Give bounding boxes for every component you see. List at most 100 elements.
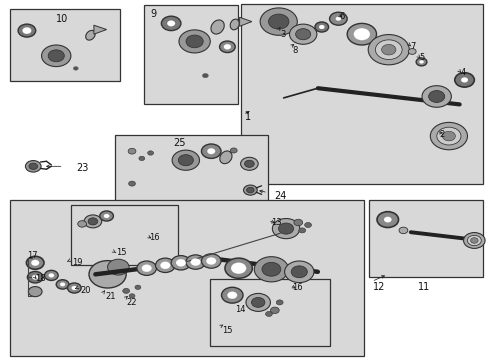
Text: 3: 3 <box>280 30 285 39</box>
Circle shape <box>207 148 215 154</box>
Circle shape <box>142 265 151 272</box>
Circle shape <box>227 292 237 299</box>
Circle shape <box>185 255 205 269</box>
Circle shape <box>84 215 102 228</box>
Circle shape <box>206 257 216 265</box>
Text: 18: 18 <box>35 274 45 283</box>
Text: 14: 14 <box>234 305 244 314</box>
Circle shape <box>71 286 77 290</box>
Circle shape <box>346 23 376 45</box>
Circle shape <box>272 219 299 239</box>
Text: 2: 2 <box>438 130 444 139</box>
Circle shape <box>29 163 38 170</box>
Bar <box>10 200 364 356</box>
Bar <box>241 4 482 184</box>
Circle shape <box>202 73 208 78</box>
Circle shape <box>407 49 415 54</box>
Circle shape <box>367 35 408 65</box>
Text: 6: 6 <box>339 12 345 21</box>
Circle shape <box>179 30 210 53</box>
Circle shape <box>240 157 258 170</box>
Circle shape <box>107 259 129 275</box>
Circle shape <box>421 86 450 107</box>
Circle shape <box>442 131 454 141</box>
Text: 11: 11 <box>417 282 429 292</box>
Bar <box>115 135 267 202</box>
Circle shape <box>219 41 235 53</box>
Circle shape <box>44 270 58 280</box>
Circle shape <box>32 275 38 279</box>
Circle shape <box>128 181 135 186</box>
Circle shape <box>224 44 230 49</box>
Circle shape <box>201 254 221 268</box>
Text: 20: 20 <box>81 286 91 295</box>
Circle shape <box>185 35 203 48</box>
Circle shape <box>262 262 280 276</box>
Circle shape <box>137 261 156 275</box>
Text: 1: 1 <box>244 112 250 122</box>
Circle shape <box>60 283 65 286</box>
Circle shape <box>147 151 153 155</box>
Text: 4: 4 <box>460 68 465 77</box>
Polygon shape <box>239 17 251 26</box>
Circle shape <box>246 187 254 193</box>
Text: 15: 15 <box>116 248 126 257</box>
Polygon shape <box>94 25 106 34</box>
Circle shape <box>293 219 302 226</box>
Text: 5: 5 <box>418 53 424 62</box>
Circle shape <box>398 227 407 234</box>
Circle shape <box>171 256 190 270</box>
Bar <box>210 279 329 346</box>
Circle shape <box>78 221 86 227</box>
Text: 15: 15 <box>222 326 232 335</box>
Text: 19: 19 <box>72 258 82 267</box>
Circle shape <box>139 156 144 161</box>
Ellipse shape <box>210 20 224 34</box>
Circle shape <box>201 144 221 158</box>
Text: 13: 13 <box>271 218 282 227</box>
Circle shape <box>27 271 43 283</box>
Circle shape <box>270 307 279 314</box>
Circle shape <box>22 27 31 34</box>
Circle shape <box>230 148 237 153</box>
Circle shape <box>243 185 257 195</box>
Circle shape <box>244 160 254 167</box>
Text: 24: 24 <box>273 191 285 201</box>
Circle shape <box>314 22 328 32</box>
Circle shape <box>161 16 181 31</box>
Circle shape <box>469 238 477 243</box>
Circle shape <box>18 24 36 37</box>
Circle shape <box>48 273 54 278</box>
Circle shape <box>375 40 401 59</box>
Circle shape <box>463 233 484 248</box>
Circle shape <box>265 311 272 316</box>
Circle shape <box>103 214 109 218</box>
Text: 10: 10 <box>56 14 68 24</box>
Circle shape <box>128 148 136 154</box>
Circle shape <box>100 211 113 221</box>
Circle shape <box>28 287 42 297</box>
Circle shape <box>31 260 39 266</box>
Circle shape <box>251 297 264 307</box>
Circle shape <box>88 218 98 225</box>
Text: 21: 21 <box>105 292 115 301</box>
Text: 17: 17 <box>27 251 38 260</box>
Circle shape <box>135 285 141 289</box>
Circle shape <box>460 77 467 82</box>
Circle shape <box>122 288 129 293</box>
Circle shape <box>419 60 423 63</box>
Circle shape <box>245 293 270 311</box>
Ellipse shape <box>220 151 231 164</box>
Circle shape <box>304 222 311 228</box>
Text: 23: 23 <box>76 163 88 173</box>
Text: 8: 8 <box>292 46 297 55</box>
Circle shape <box>329 12 346 25</box>
Circle shape <box>73 67 78 70</box>
Circle shape <box>467 235 480 246</box>
Circle shape <box>167 21 175 26</box>
Ellipse shape <box>230 19 239 30</box>
Circle shape <box>289 24 316 44</box>
Circle shape <box>427 91 444 102</box>
Ellipse shape <box>85 30 95 40</box>
Circle shape <box>298 228 305 233</box>
